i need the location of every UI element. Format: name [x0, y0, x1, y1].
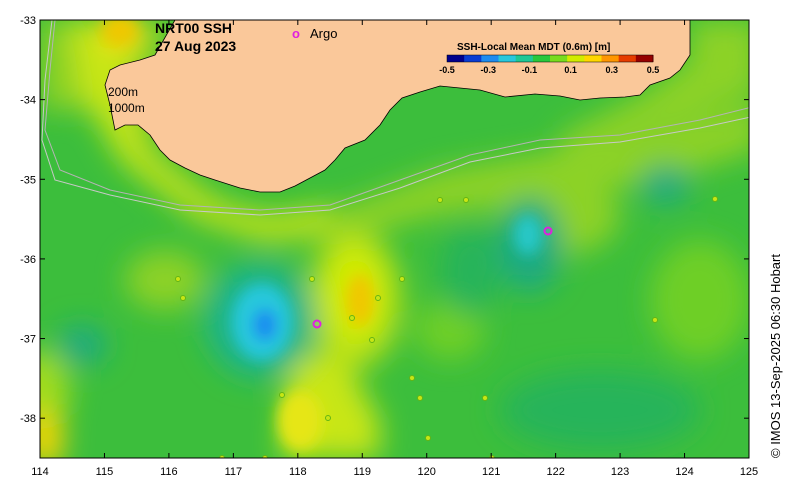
x-tick-label: 121: [482, 466, 500, 478]
ssh-anomaly-cores: [102, 20, 542, 450]
colorbar-swatch: [481, 55, 499, 62]
isobath-200m: [44, 20, 749, 211]
australian-landmass: [104, 20, 691, 193]
argo-float: [312, 319, 322, 329]
colorbar-swatch: [447, 55, 465, 62]
date-title: 27 Aug 2023: [155, 38, 236, 54]
colorbar-swatch: [515, 55, 534, 62]
colorbar-swatch: [635, 55, 654, 62]
x-tick-label: 117: [225, 466, 243, 478]
colorbar-swatch: [601, 55, 620, 62]
y-tick-label: -35: [20, 174, 36, 186]
colorbar-swatch: [550, 55, 568, 62]
argo-legend-symbol: o: [292, 26, 300, 41]
x-tick-label: 120: [418, 466, 436, 478]
plot-area: [40, 20, 749, 458]
depth-label-1000m: 1000m: [108, 101, 145, 115]
imos-credit: © IMOS 13-Sep-2025 06:30 Hobart: [768, 254, 783, 458]
y-tick-label: -36: [20, 254, 36, 266]
x-axis: 114 115 116 117 118 119 120 121 122 123 124 125: [31, 20, 758, 478]
isobath-1000m: [41, 20, 749, 216]
colorbar-swatch: [584, 55, 602, 62]
argo-float: [543, 226, 553, 236]
x-tick-label: 115: [96, 466, 114, 478]
x-tick-label: 122: [546, 466, 564, 478]
colorbar-tick-label: -0.3: [480, 65, 496, 75]
colorbar-tick-label: 0.1: [564, 65, 577, 75]
colorbar-tick-label: -0.1: [522, 65, 538, 75]
colorbar-labels: -0.5 -0.3 -0.1 0.1 0.3 0.5: [439, 65, 659, 75]
x-tick-label: 114: [31, 466, 49, 478]
colorbar-swatch: [532, 55, 551, 62]
colorbar-swatch: [498, 55, 517, 62]
colorbar-tick-label: 0.3: [606, 65, 619, 75]
argo-floats: [312, 226, 553, 329]
y-axis: -33 -34 -35 -36 -37 -38: [20, 15, 749, 425]
argo-legend-label: Argo: [310, 26, 337, 41]
colorbar: [446, 54, 654, 63]
y-tick-label: -33: [20, 15, 36, 27]
x-tick-label: 123: [611, 466, 629, 478]
x-tick-label: 119: [353, 466, 371, 478]
product-title: NRT00 SSH: [155, 20, 232, 36]
y-tick-label: -38: [20, 413, 36, 425]
colorbar-frame: [446, 54, 654, 63]
y-tick-label: -34: [20, 95, 36, 107]
colorbar-title: SSH-Local Mean MDT (0.6m) [m]: [457, 42, 610, 53]
x-tick-label: 116: [160, 466, 178, 478]
colorbar-tick-label: -0.5: [439, 65, 455, 75]
observation-markers: [175, 196, 718, 458]
ssh-anomaly-field: [40, 20, 749, 458]
colorbar-swatch: [464, 55, 482, 62]
x-tick-label: 125: [740, 466, 758, 478]
x-tick-label: 124: [675, 466, 693, 478]
plot-frame: [39, 19, 750, 459]
depth-label-200m: 200m: [108, 85, 138, 99]
y-tick-label: -37: [20, 334, 36, 346]
colorbar-swatch: [618, 55, 637, 62]
colorbar-tick-label: 0.5: [647, 65, 660, 75]
x-tick-label: 118: [289, 466, 307, 478]
colorbar-swatch: [567, 55, 585, 62]
